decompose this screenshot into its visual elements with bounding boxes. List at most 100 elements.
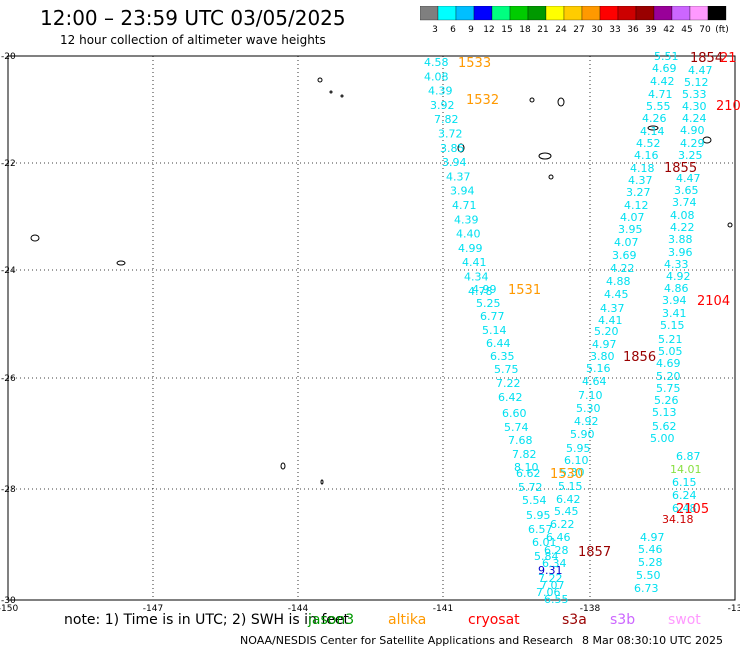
wave-height-value: 5.90 <box>570 428 595 441</box>
wave-height-value: 5.13 <box>652 406 677 419</box>
wave-height-value: 4.47 <box>688 64 713 77</box>
wave-height-value: 5.16 <box>586 362 611 375</box>
wave-height-value: 5.84 <box>534 550 559 563</box>
island-outline <box>727 222 733 228</box>
wave-height-value: 6.01 <box>532 536 557 549</box>
wave-height-value: 6.62 <box>516 467 541 480</box>
longitude-label: -141 <box>433 604 453 614</box>
satellite-legend-item: s3b <box>610 612 636 628</box>
satellite-legend-item: jason3 <box>308 612 355 628</box>
wave-height-value: 3.65 <box>674 184 699 197</box>
wave-height-value: 6.15 <box>672 476 697 489</box>
wave-height-value: 5.30 <box>560 466 585 479</box>
wave-height-value: 4.71 <box>648 88 673 101</box>
wave-height-value: 5.75 <box>656 382 681 395</box>
wave-height-value: 7.82 <box>512 448 537 461</box>
wave-height-value: 7.82 <box>434 113 459 126</box>
colorbar-tick: 24 <box>555 25 567 35</box>
pass-time-label: 2105 <box>676 502 709 517</box>
wave-height-value: 5.95 <box>566 442 591 455</box>
island-outline <box>702 136 712 144</box>
wave-height-value: 4.47 <box>676 172 701 185</box>
colorbar-tick: 33 <box>609 25 620 35</box>
wave-height-value: 5.15 <box>558 480 583 493</box>
wave-height-value: 5.95 <box>526 509 551 522</box>
colorbar-tick: 45 <box>681 25 692 35</box>
island-outline <box>320 479 324 485</box>
wave-height-value: 5.25 <box>476 297 501 310</box>
wave-height-value: 4.97 <box>640 531 665 544</box>
island-outline <box>30 234 40 242</box>
colorbar-swatch <box>707 6 727 21</box>
wave-height-value: 6.77 <box>480 310 505 323</box>
wave-height-value: 4.97 <box>592 338 617 351</box>
wave-height-value: 4.22 <box>670 221 695 234</box>
longitude-label: -144 <box>288 604 309 614</box>
wave-height-value: 4.14 <box>640 125 665 138</box>
wave-height-value: 34.18 <box>662 513 694 526</box>
latitude-label: -24 <box>1 266 16 276</box>
colorbar-tick: 36 <box>627 25 639 35</box>
generation-timestamp: 8 Mar 08:30:10 UTC 2025 <box>582 634 723 647</box>
wave-height-value: 4.33 <box>664 258 689 271</box>
wave-height-value: 4.22 <box>610 262 635 275</box>
wave-height-value: 4.34 <box>464 271 489 284</box>
wave-height-value: 3.94 <box>442 156 467 169</box>
pass-time-label: 1855 <box>664 161 697 176</box>
satellite-legend-item: cryosat <box>468 612 520 628</box>
wave-height-value: 4.88 <box>606 275 631 288</box>
wave-height-value: 4.41 <box>462 256 487 269</box>
wave-height-value: 6.42 <box>498 391 523 404</box>
longitude-label: -13 <box>728 604 740 614</box>
wave-height-value: 3.85 <box>440 142 465 155</box>
satellite-legend-item: s3a <box>562 612 587 628</box>
wave-height-value: 4.16 <box>634 149 659 162</box>
wave-height-value: 5.45 <box>554 505 579 518</box>
wave-height-value: 5.20 <box>594 325 619 338</box>
latitude-label: -20 <box>1 52 16 62</box>
wave-height-value: 5.46 <box>638 543 663 556</box>
wave-height-value: 5.14 <box>482 324 507 337</box>
wave-height-value: 6.87 <box>676 450 701 463</box>
wave-height-value: 7.06 <box>536 586 561 599</box>
wave-height-value: 4.52 <box>636 137 661 150</box>
wave-height-value: 3.25 <box>678 149 703 162</box>
island-outline <box>538 152 552 160</box>
wave-height-value: 5.75 <box>494 363 519 376</box>
wave-height-value: 4.71 <box>452 199 477 212</box>
colorbar-tick: 42 <box>663 25 674 35</box>
wave-height-value: 6.55 <box>544 593 569 606</box>
wave-height-value: 4.26 <box>642 112 667 125</box>
wave-height-value: 4.39 <box>428 85 453 98</box>
wave-height-value: 5.12 <box>684 76 709 89</box>
credit-line: NOAA/NESDIS Center for Satellite Applica… <box>240 634 574 647</box>
pass-time-label: 1854 <box>690 51 723 66</box>
colorbar-tick: 9 <box>468 25 474 35</box>
wave-height-value: 4.58 <box>424 56 449 69</box>
latitude-label: -22 <box>1 159 16 169</box>
wave-height-value: 8.10 <box>514 461 539 474</box>
color-legend: 3 6 9 12 15 18 21 24 27 30 33 36 39 42 45 70 (ft) <box>420 6 729 35</box>
wave-height-value: 7.07 <box>540 579 565 592</box>
wave-height-value: 4.86 <box>664 282 689 295</box>
wave-height-value: 4.37 <box>446 170 471 183</box>
latitude-label: -26 <box>1 374 16 384</box>
wave-height-value: 6.73 <box>634 582 659 595</box>
wave-height-value: 6.22 <box>550 518 575 531</box>
wave-height-value: 5.62 <box>652 420 677 433</box>
wave-height-value: 5.26 <box>654 394 679 407</box>
wave-height-value: 7.10 <box>578 389 603 402</box>
pass-time-label: 1532 <box>466 93 499 108</box>
latitude-label: -30 <box>1 596 16 606</box>
pass-time-label: 1533 <box>458 56 491 71</box>
map-frame <box>7 55 736 601</box>
footnote: note: 1) Time is in UTC; 2) SWH is in fe… <box>64 612 350 628</box>
wave-height-value: 4.78 <box>468 285 493 298</box>
island-outline <box>457 143 465 153</box>
wave-height-value: 4.69 <box>652 62 677 75</box>
longitude-label: -138 <box>580 604 601 614</box>
wave-height-value: 5.51 <box>654 50 679 63</box>
wave-height-value: 4.40 <box>456 228 481 241</box>
island-outline <box>280 462 286 470</box>
